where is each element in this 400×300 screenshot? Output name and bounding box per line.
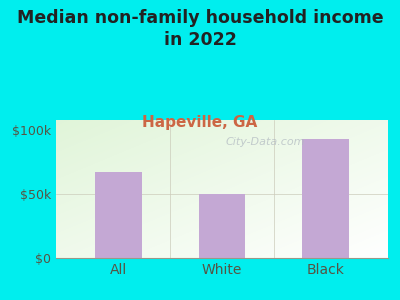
Bar — [199, 194, 245, 258]
Bar — [302, 139, 349, 258]
Text: Hapeville, GA: Hapeville, GA — [142, 116, 258, 130]
Text: City-Data.com: City-Data.com — [226, 137, 305, 147]
Bar — [95, 172, 142, 258]
Text: Median non-family household income
in 2022: Median non-family household income in 20… — [17, 9, 383, 49]
